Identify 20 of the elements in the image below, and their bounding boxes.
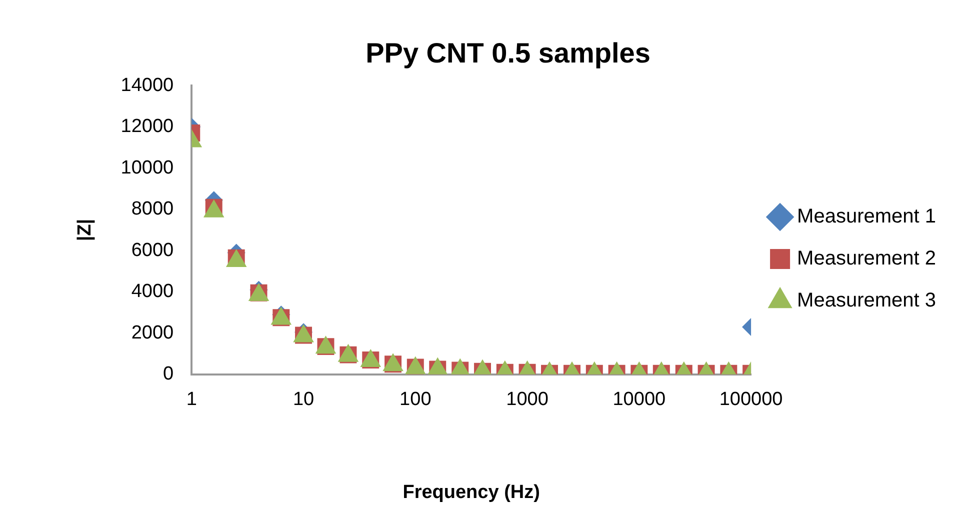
- y-tick-label: 6000: [131, 240, 174, 261]
- x-tick-label: 1000: [506, 389, 548, 410]
- legend-label: Measurement 2: [797, 248, 936, 270]
- x-tick-label: 100000: [719, 389, 783, 410]
- chart-title: PPy CNT 0.5 samples: [366, 38, 650, 69]
- y-tick-label: 12000: [120, 116, 174, 138]
- legend-label: Measurement 3: [797, 290, 936, 312]
- y-tick-label: 14000: [120, 74, 174, 96]
- y-tick-label: 8000: [131, 198, 174, 220]
- y-axis-title: |Z|: [74, 218, 96, 242]
- x-axis-title: Frequency (Hz): [402, 482, 540, 503]
- y-tick-label: 2000: [131, 322, 174, 344]
- x-tick-label: 1: [186, 389, 197, 410]
- y-tick-label: 0: [163, 364, 174, 385]
- x-tick-label: 10: [292, 389, 314, 410]
- y-tick-label: 10000: [120, 157, 174, 178]
- x-tick-label: 10000: [612, 389, 666, 410]
- legend-label: Measurement 1: [797, 206, 936, 228]
- x-tick-label: 100: [400, 389, 432, 410]
- y-tick-label: 4000: [131, 281, 174, 302]
